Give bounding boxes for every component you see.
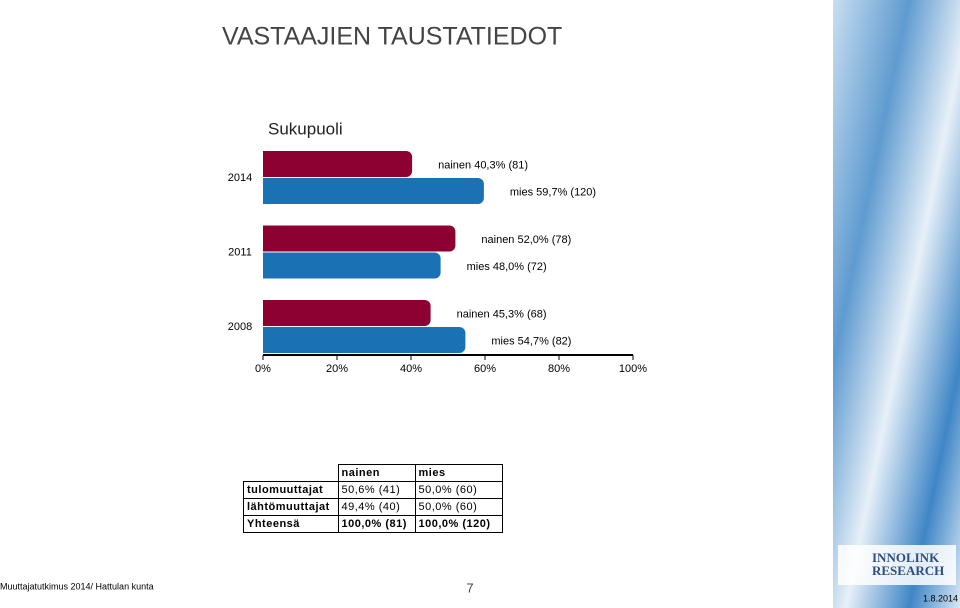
- x-tick-label: 60%: [474, 363, 496, 375]
- date: 1.8.2014: [923, 593, 958, 603]
- cell: 50,6% (41): [337, 481, 416, 499]
- bar: [263, 178, 484, 204]
- column-header: mies: [414, 464, 503, 482]
- logo-bg: [838, 545, 956, 585]
- slide-title: VASTAAJIEN TAUSTATIEDOT: [222, 23, 562, 51]
- chart-title: Sukupuoli: [268, 119, 343, 138]
- y-tick-label: 2014: [228, 172, 252, 184]
- x-tick-label: 40%: [400, 363, 422, 375]
- value-label: nainen 40,3% (81): [438, 159, 528, 171]
- value-label: nainen 45,3% (68): [457, 308, 547, 320]
- page-number: 7: [466, 580, 473, 595]
- row-label: tulomuuttajat: [243, 481, 339, 499]
- row-label: Yhteensä: [243, 515, 339, 533]
- x-tick-label: 20%: [326, 363, 348, 375]
- value-label: mies 48,0% (72): [467, 261, 547, 273]
- cell: 49,4% (40): [337, 498, 416, 516]
- column-header: nainen: [337, 464, 416, 482]
- x-tick-label: 100%: [619, 363, 647, 375]
- x-tick-label: 0%: [255, 363, 271, 375]
- table: nainen mies tulomuuttajat 50,6% (41) 50,0% …: [243, 464, 503, 533]
- cell: 100,0% (120): [414, 515, 503, 533]
- corner: [243, 464, 339, 482]
- cell: 50,0% (60): [414, 498, 503, 516]
- cell: 50,0% (60): [414, 481, 503, 499]
- side-image: [833, 0, 960, 608]
- bar: [263, 225, 456, 252]
- cell: 100,0% (81): [337, 515, 416, 533]
- row-label: lähtömuuttajat: [243, 498, 339, 516]
- value-label: mies 59,7% (120): [510, 186, 596, 198]
- bar: [263, 300, 431, 326]
- x-tick-label: 80%: [548, 363, 570, 375]
- value-label: nainen 52,0% (78): [481, 234, 571, 246]
- bar: [263, 327, 466, 353]
- bar: [263, 252, 441, 279]
- y-tick-label: 2011: [228, 246, 252, 258]
- value-label: mies 54,7% (82): [491, 335, 571, 347]
- footer: Muuttajatutkimus 2014/ Hattulan kunta: [0, 581, 154, 591]
- bar: [263, 151, 413, 177]
- y-tick-label: 2008: [228, 321, 252, 333]
- logo: RESEARCH: [872, 563, 944, 578]
- logo: INNOLINK: [872, 550, 940, 565]
